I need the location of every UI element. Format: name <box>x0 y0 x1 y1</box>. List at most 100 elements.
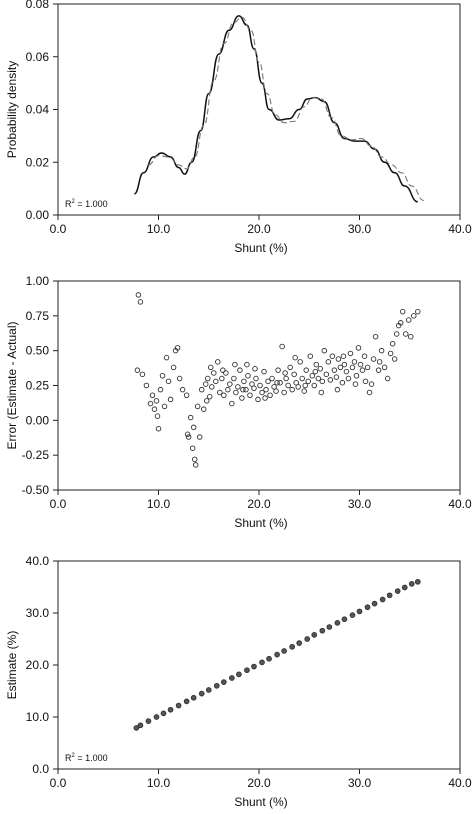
data-point <box>145 718 152 725</box>
data-point <box>349 364 356 371</box>
data-point <box>251 385 257 392</box>
data-point <box>393 331 400 337</box>
data-point <box>240 386 246 393</box>
data-point <box>317 366 324 372</box>
data-point <box>414 578 421 585</box>
data-point <box>239 395 245 401</box>
x-tick-label: 20.0 <box>247 776 271 790</box>
data-point <box>279 343 285 350</box>
data-point <box>341 616 348 623</box>
data-point <box>160 710 167 717</box>
data-point <box>229 400 235 407</box>
x-tick-label: 40.0 <box>448 222 472 236</box>
data-point <box>229 675 235 681</box>
plot-frame <box>57 280 461 491</box>
data-point <box>203 398 210 404</box>
data-point <box>241 378 247 385</box>
data-point <box>371 600 378 607</box>
data-point <box>318 389 325 396</box>
data-point <box>265 378 271 385</box>
data-point <box>343 368 350 375</box>
data-point <box>202 381 209 387</box>
data-point <box>176 375 183 382</box>
data-point <box>269 375 275 382</box>
data-point <box>277 379 283 386</box>
data-point <box>394 588 401 595</box>
data-point <box>299 375 305 382</box>
data-point <box>259 659 265 666</box>
data-point <box>192 462 199 468</box>
data-point <box>391 356 398 362</box>
data-point <box>249 381 255 387</box>
data-point <box>274 379 280 386</box>
plot-frame <box>57 3 461 216</box>
x-tick-label: 10.0 <box>147 222 171 236</box>
data-point <box>220 367 226 373</box>
x-tick-label: 30.0 <box>348 222 372 236</box>
r-squared-annotation: R2 = 1.000 <box>65 753 108 763</box>
data-point <box>236 671 242 678</box>
data-point <box>259 389 265 396</box>
x-tick-label: 0.0 <box>50 222 67 236</box>
data-point <box>372 333 379 340</box>
data-point <box>353 372 360 379</box>
y-tick-label: 30.0 <box>26 606 50 620</box>
data-point <box>368 381 375 387</box>
data-point <box>219 375 225 382</box>
data-point <box>217 389 223 396</box>
data-point <box>408 333 414 340</box>
data-point <box>200 406 207 412</box>
data-point <box>301 388 307 394</box>
data-point <box>191 456 198 463</box>
data-point <box>151 406 158 412</box>
data-point <box>209 384 215 390</box>
data-point <box>291 371 297 378</box>
data-point <box>364 364 371 371</box>
data-point <box>137 299 144 305</box>
data-point <box>319 627 326 634</box>
data-point <box>147 400 154 407</box>
data-point <box>415 308 421 315</box>
data-point <box>311 631 318 638</box>
data-point <box>399 308 406 315</box>
x-axis-title: Shunt (%) <box>234 241 287 255</box>
data-point <box>297 359 303 365</box>
data-point <box>225 386 231 393</box>
x-axis-title: Shunt (%) <box>234 795 287 809</box>
data-point <box>313 361 320 368</box>
data-point <box>135 292 142 298</box>
data-point <box>349 612 356 618</box>
data-point <box>411 313 417 319</box>
data-point <box>213 378 219 385</box>
y-tick-label: 0.06 <box>26 50 50 64</box>
y-tick-label: 1.00 <box>26 274 50 288</box>
x-tick-label: 0.0 <box>50 497 67 511</box>
data-point <box>184 431 191 438</box>
data-point <box>134 367 141 373</box>
data-point <box>204 375 211 382</box>
data-point <box>194 403 201 410</box>
chart-panel-1: 0.0 10.0 20.0 30.0 40.0 0.00 0.02 0.04 0.06 0.08 S… <box>5 0 472 255</box>
data-point <box>198 690 205 697</box>
x-tick-label: 10.0 <box>147 497 171 511</box>
data-point <box>405 317 412 323</box>
data-point <box>253 375 259 382</box>
data-point <box>255 396 261 403</box>
data-point <box>401 584 408 591</box>
x-tick-label: 30.0 <box>348 497 372 511</box>
data-point <box>275 367 281 373</box>
data-point <box>243 386 249 393</box>
data-point <box>402 331 409 337</box>
data-point <box>179 386 186 393</box>
data-point <box>161 403 168 410</box>
data-point <box>163 354 170 361</box>
data-point <box>183 392 190 399</box>
data-point <box>211 370 217 376</box>
data-point <box>389 340 396 347</box>
data-point <box>245 372 251 379</box>
data-point <box>244 361 250 368</box>
y-tick-label: -0.25 <box>22 448 50 462</box>
data-point <box>361 353 368 359</box>
data-point <box>149 392 156 399</box>
